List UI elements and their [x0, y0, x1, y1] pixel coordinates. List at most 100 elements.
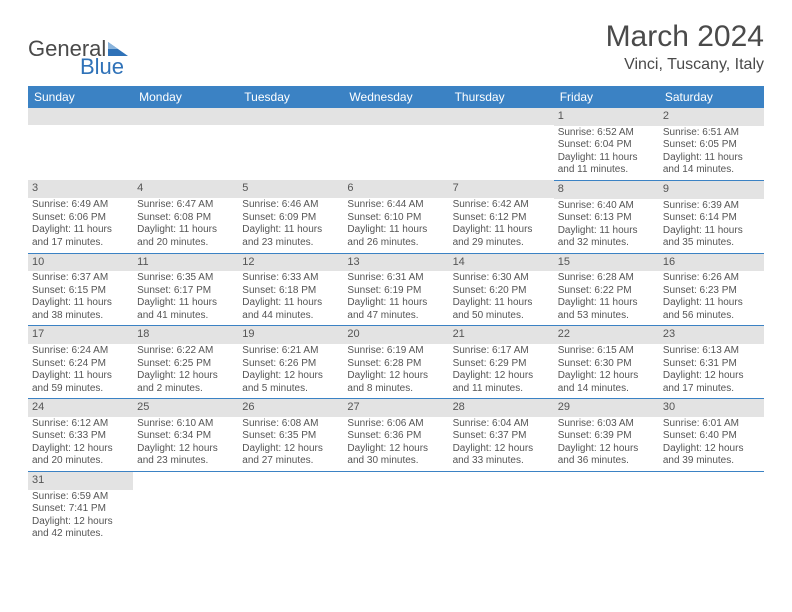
empty-daybody [133, 472, 238, 476]
sunrise-text: Sunrise: 6:44 AM [347, 199, 444, 212]
calendar-day-cell: 19Sunrise: 6:21 AMSunset: 6:26 PMDayligh… [238, 326, 343, 399]
calendar-day-cell: 16Sunrise: 6:26 AMSunset: 6:23 PMDayligh… [659, 253, 764, 326]
day-number: 7 [449, 180, 554, 198]
empty-daybody [659, 472, 764, 476]
daylight-text: Daylight: 11 hours and 47 minutes. [347, 297, 444, 322]
sunrise-text: Sunrise: 6:31 AM [347, 272, 444, 285]
sunset-text: Sunset: 6:04 PM [558, 139, 655, 152]
day-number: 23 [659, 326, 764, 344]
day-number: 5 [238, 180, 343, 198]
daylight-text: Daylight: 12 hours and 42 minutes. [32, 516, 129, 541]
day-body: Sunrise: 6:17 AMSunset: 6:29 PMDaylight:… [449, 344, 554, 398]
sunset-text: Sunset: 6:10 PM [347, 212, 444, 225]
day-number: 27 [343, 399, 448, 417]
daylight-text: Daylight: 12 hours and 11 minutes. [453, 370, 550, 395]
sunrise-text: Sunrise: 6:19 AM [347, 345, 444, 358]
daylight-text: Daylight: 12 hours and 17 minutes. [663, 370, 760, 395]
sunrise-text: Sunrise: 6:24 AM [32, 345, 129, 358]
calendar-day-cell [343, 108, 448, 180]
day-body: Sunrise: 6:10 AMSunset: 6:34 PMDaylight:… [133, 417, 238, 471]
sunset-text: Sunset: 6:34 PM [137, 430, 234, 443]
daylight-text: Daylight: 11 hours and 59 minutes. [32, 370, 129, 395]
header: General March 2024 Vinci, Tuscany, Italy [28, 20, 764, 74]
day-body: Sunrise: 6:22 AMSunset: 6:25 PMDaylight:… [133, 344, 238, 398]
calendar-day-cell: 26Sunrise: 6:08 AMSunset: 6:35 PMDayligh… [238, 399, 343, 472]
daylight-text: Daylight: 11 hours and 44 minutes. [242, 297, 339, 322]
sunset-text: Sunset: 6:25 PM [137, 358, 234, 371]
daylight-text: Daylight: 12 hours and 36 minutes. [558, 443, 655, 468]
calendar-day-cell: 18Sunrise: 6:22 AMSunset: 6:25 PMDayligh… [133, 326, 238, 399]
day-body: Sunrise: 6:33 AMSunset: 6:18 PMDaylight:… [238, 271, 343, 325]
day-number: 15 [554, 254, 659, 272]
sunset-text: Sunset: 6:24 PM [32, 358, 129, 371]
calendar-day-cell [449, 471, 554, 543]
day-body: Sunrise: 6:08 AMSunset: 6:35 PMDaylight:… [238, 417, 343, 471]
daylight-text: Daylight: 11 hours and 56 minutes. [663, 297, 760, 322]
calendar-week-row: 1Sunrise: 6:52 AMSunset: 6:04 PMDaylight… [28, 108, 764, 180]
daylight-text: Daylight: 12 hours and 39 minutes. [663, 443, 760, 468]
day-number: 10 [28, 254, 133, 272]
day-number: 18 [133, 326, 238, 344]
sunset-text: Sunset: 6:15 PM [32, 285, 129, 298]
day-number: 8 [554, 181, 659, 199]
calendar-day-cell: 25Sunrise: 6:10 AMSunset: 6:34 PMDayligh… [133, 399, 238, 472]
daylight-text: Daylight: 11 hours and 38 minutes. [32, 297, 129, 322]
calendar-day-cell [238, 108, 343, 180]
sunset-text: Sunset: 6:30 PM [558, 358, 655, 371]
sunset-text: Sunset: 6:33 PM [32, 430, 129, 443]
day-body: Sunrise: 6:44 AMSunset: 6:10 PMDaylight:… [343, 198, 448, 252]
day-body: Sunrise: 6:12 AMSunset: 6:33 PMDaylight:… [28, 417, 133, 471]
day-body: Sunrise: 6:26 AMSunset: 6:23 PMDaylight:… [659, 271, 764, 325]
calendar-day-cell: 5Sunrise: 6:46 AMSunset: 6:09 PMDaylight… [238, 180, 343, 253]
calendar-day-cell: 6Sunrise: 6:44 AMSunset: 6:10 PMDaylight… [343, 180, 448, 253]
logo-text-group: General Blue [28, 40, 128, 92]
sunrise-text: Sunrise: 6:10 AM [137, 418, 234, 431]
empty-daybody [343, 472, 448, 476]
sunset-text: Sunset: 6:29 PM [453, 358, 550, 371]
sunrise-text: Sunrise: 6:40 AM [558, 200, 655, 213]
day-body: Sunrise: 6:13 AMSunset: 6:31 PMDaylight:… [659, 344, 764, 398]
weekday-header-row: SundayMondayTuesdayWednesdayThursdayFrid… [28, 86, 764, 108]
day-body: Sunrise: 6:15 AMSunset: 6:30 PMDaylight:… [554, 344, 659, 398]
sunrise-text: Sunrise: 6:59 AM [32, 491, 129, 504]
daylight-text: Daylight: 12 hours and 33 minutes. [453, 443, 550, 468]
sunset-text: Sunset: 6:39 PM [558, 430, 655, 443]
day-body: Sunrise: 6:40 AMSunset: 6:13 PMDaylight:… [554, 199, 659, 253]
day-body: Sunrise: 6:19 AMSunset: 6:28 PMDaylight:… [343, 344, 448, 398]
sunset-text: Sunset: 6:19 PM [347, 285, 444, 298]
calendar-day-cell [554, 471, 659, 543]
calendar-day-cell [133, 471, 238, 543]
daylight-text: Daylight: 11 hours and 41 minutes. [137, 297, 234, 322]
day-body: Sunrise: 6:30 AMSunset: 6:20 PMDaylight:… [449, 271, 554, 325]
day-number: 16 [659, 254, 764, 272]
daylight-text: Daylight: 11 hours and 20 minutes. [137, 224, 234, 249]
calendar-day-cell [659, 471, 764, 543]
calendar-week-row: 24Sunrise: 6:12 AMSunset: 6:33 PMDayligh… [28, 399, 764, 472]
sunrise-text: Sunrise: 6:28 AM [558, 272, 655, 285]
day-number: 6 [343, 180, 448, 198]
sunset-text: Sunset: 6:35 PM [242, 430, 339, 443]
sunrise-text: Sunrise: 6:17 AM [453, 345, 550, 358]
empty-daybody [449, 472, 554, 476]
calendar-day-cell: 9Sunrise: 6:39 AMSunset: 6:14 PMDaylight… [659, 180, 764, 253]
calendar-day-cell: 27Sunrise: 6:06 AMSunset: 6:36 PMDayligh… [343, 399, 448, 472]
sunset-text: Sunset: 6:22 PM [558, 285, 655, 298]
sunrise-text: Sunrise: 6:01 AM [663, 418, 760, 431]
day-body: Sunrise: 6:31 AMSunset: 6:19 PMDaylight:… [343, 271, 448, 325]
sunset-text: Sunset: 6:18 PM [242, 285, 339, 298]
calendar-day-cell: 17Sunrise: 6:24 AMSunset: 6:24 PMDayligh… [28, 326, 133, 399]
calendar-day-cell: 12Sunrise: 6:33 AMSunset: 6:18 PMDayligh… [238, 253, 343, 326]
day-number: 28 [449, 399, 554, 417]
sunset-text: Sunset: 6:08 PM [137, 212, 234, 225]
month-title: March 2024 [606, 20, 764, 54]
sunset-text: Sunset: 6:26 PM [242, 358, 339, 371]
sunrise-text: Sunrise: 6:15 AM [558, 345, 655, 358]
sunrise-text: Sunrise: 6:49 AM [32, 199, 129, 212]
calendar-day-cell: 4Sunrise: 6:47 AMSunset: 6:08 PMDaylight… [133, 180, 238, 253]
sunrise-text: Sunrise: 6:47 AM [137, 199, 234, 212]
calendar-day-cell: 22Sunrise: 6:15 AMSunset: 6:30 PMDayligh… [554, 326, 659, 399]
daylight-text: Daylight: 11 hours and 17 minutes. [32, 224, 129, 249]
calendar-day-cell: 15Sunrise: 6:28 AMSunset: 6:22 PMDayligh… [554, 253, 659, 326]
calendar-day-cell: 28Sunrise: 6:04 AMSunset: 6:37 PMDayligh… [449, 399, 554, 472]
empty-daynum [238, 108, 343, 125]
